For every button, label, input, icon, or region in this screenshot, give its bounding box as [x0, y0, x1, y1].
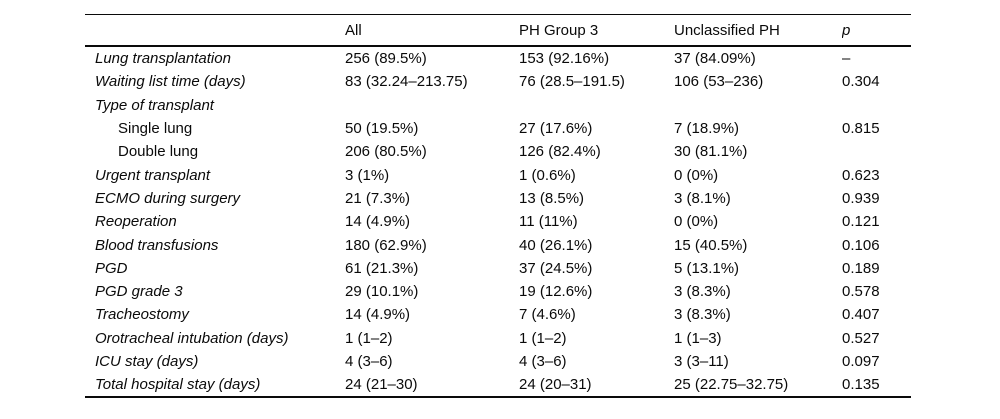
cell-all: 4 (3–6): [345, 354, 393, 369]
outcomes-table: All PH Group 3 Unclassified PH p Lung tr…: [85, 14, 911, 399]
cell-unclassified-ph: 37 (84.09%): [674, 51, 756, 67]
cell-ph-group-3: 1 (1–2): [519, 330, 567, 346]
table-row: Type of transplant: [85, 94, 911, 117]
cell-all: 206 (80.5%): [345, 144, 427, 160]
table-row: ECMO during surgery 21 (7.3%) 13 (8.5%) 3 (…: [85, 187, 911, 210]
table-row: Tracheostomy 14 (4.9%) 7 (4.6%) 3 (8.3%) 0.4…: [85, 303, 911, 326]
table-row: Single lung 50 (19.5%) 27 (17.6%) 7 (18.9%)…: [85, 117, 911, 140]
table-body: Lung transplantation 256 (89.5%) 153 (92.1…: [85, 47, 911, 396]
column-header-ph-group-3: PH Group 3: [519, 22, 599, 38]
cell-ph-group-3: 37 (24.5%): [519, 260, 593, 276]
column-header-all: All: [345, 22, 362, 38]
cell-all: 29 (10.1%): [345, 284, 419, 300]
row-label: PGD grade 3: [95, 284, 183, 300]
cell-unclassified-ph: 106 (53–236): [674, 74, 764, 90]
row-label: ICU stay (days): [95, 354, 199, 369]
row-label: Total hospital stay (days): [95, 377, 261, 393]
cell-unclassified-ph: 3 (8.1%): [674, 190, 731, 206]
table-row: ICU stay (days) 4 (3–6) 4 (3–6) 3 (3–11) 0.0…: [85, 350, 911, 373]
cell-ph-group-3: 126 (82.4%): [519, 144, 601, 160]
cell-unclassified-ph: 3 (3–11): [674, 354, 729, 369]
table-row: Orotracheal intubation (days) 1 (1–2) 1 (1…: [85, 327, 911, 350]
cell-all: 14 (4.9%): [345, 214, 411, 230]
cell-unclassified-ph: 3 (8.3%): [674, 307, 731, 323]
cell-all: 180 (62.9%): [345, 237, 427, 253]
cell-p-value: 0.815: [842, 121, 880, 137]
cell-all: 14 (4.9%): [345, 307, 411, 323]
cell-p-value: 0.189: [842, 260, 880, 276]
row-label: Urgent transplant: [95, 167, 211, 183]
cell-p-value: 0.623: [842, 167, 880, 183]
row-label: Orotracheal intubation (days): [95, 330, 289, 346]
cell-ph-group-3: 11 (11%): [519, 214, 578, 230]
cell-unclassified-ph: 1 (1–3): [674, 330, 722, 346]
table-row: Double lung 206 (80.5%) 126 (82.4%) 30 (81.…: [85, 140, 911, 163]
cell-unclassified-ph: 30 (81.1%): [674, 144, 748, 160]
cell-all: 24 (21–30): [345, 377, 418, 393]
table-row: PGD grade 3 29 (10.1%) 19 (12.6%) 3 (8.3%) 0…: [85, 280, 911, 303]
cell-p-value: 0.407: [842, 307, 880, 323]
table-row: Blood transfusions 180 (62.9%) 40 (26.1%) 1…: [85, 233, 911, 256]
cell-unclassified-ph: 0 (0%): [674, 167, 719, 183]
table-row: Total hospital stay (days) 24 (21–30) 24 (…: [85, 373, 911, 396]
cell-unclassified-ph: 5 (13.1%): [674, 260, 740, 276]
row-label: Single lung: [118, 121, 193, 137]
cell-ph-group-3: 76 (28.5–191.5): [519, 74, 625, 90]
cell-unclassified-ph: 15 (40.5%): [674, 237, 748, 253]
cell-ph-group-3: 153 (92.16%): [519, 51, 610, 67]
table-row: Urgent transplant 3 (1%) 1 (0.6%) 0 (0%) 0.6…: [85, 163, 911, 186]
cell-all: 3 (1%): [345, 167, 390, 183]
cell-p-value: 0.097: [842, 354, 880, 369]
cell-ph-group-3: 27 (17.6%): [519, 121, 593, 137]
cell-ph-group-3: 13 (8.5%): [519, 190, 585, 206]
cell-p-value: 0.121: [842, 214, 880, 230]
cell-p-value: 0.527: [842, 330, 880, 346]
cell-all: 83 (32.24–213.75): [345, 74, 468, 90]
cell-all: 1 (1–2): [345, 330, 393, 346]
cell-ph-group-3: 1 (0.6%): [519, 167, 576, 183]
row-label: Blood transfusions: [95, 237, 219, 253]
cell-unclassified-ph: 7 (18.9%): [674, 121, 740, 137]
cell-unclassified-ph: 3 (8.3%): [674, 284, 731, 300]
cell-p-value: 0.578: [842, 284, 880, 300]
row-label: Waiting list time (days): [95, 74, 246, 90]
column-header-p: p: [842, 22, 851, 38]
cell-all: 256 (89.5%): [345, 51, 427, 67]
cell-p-value: 0.135: [842, 377, 880, 393]
row-label: ECMO during surgery: [95, 190, 241, 206]
row-label: PGD: [95, 260, 128, 276]
cell-ph-group-3: 7 (4.6%): [519, 307, 576, 323]
cell-ph-group-3: 19 (12.6%): [519, 284, 593, 300]
cell-p-value: 0.939: [842, 190, 880, 206]
row-label: Lung transplantation: [95, 51, 231, 67]
row-label: Tracheostomy: [95, 307, 189, 323]
cell-p-value: 0.106: [842, 237, 880, 253]
row-label: Type of transplant: [95, 97, 214, 113]
cell-all: 21 (7.3%): [345, 190, 411, 206]
column-header-unclassified-ph: Unclassified PH: [674, 22, 780, 38]
cell-all: 50 (19.5%): [345, 121, 419, 137]
table-row: Lung transplantation 256 (89.5%) 153 (92.1…: [85, 47, 911, 70]
table-header-row: All PH Group 3 Unclassified PH p: [85, 15, 911, 47]
row-label: Double lung: [118, 144, 199, 160]
cell-ph-group-3: 40 (26.1%): [519, 237, 593, 253]
cell-p-value: 0.304: [842, 74, 880, 90]
table-row: PGD 61 (21.3%) 37 (24.5%) 5 (13.1%) 0.189: [85, 257, 911, 280]
row-label: Reoperation: [95, 214, 177, 230]
cell-ph-group-3: 4 (3–6): [519, 354, 567, 369]
cell-unclassified-ph: 25 (22.75–32.75): [674, 377, 789, 393]
cell-p-value: –: [842, 51, 851, 67]
table-row: Reoperation 14 (4.9%) 11 (11%) 0 (0%) 0.121: [85, 210, 911, 233]
cell-all: 61 (21.3%): [345, 260, 419, 276]
cell-unclassified-ph: 0 (0%): [674, 214, 719, 230]
cell-ph-group-3: 24 (20–31): [519, 377, 592, 393]
table-row: Waiting list time (days) 83 (32.24–213.75…: [85, 70, 911, 93]
